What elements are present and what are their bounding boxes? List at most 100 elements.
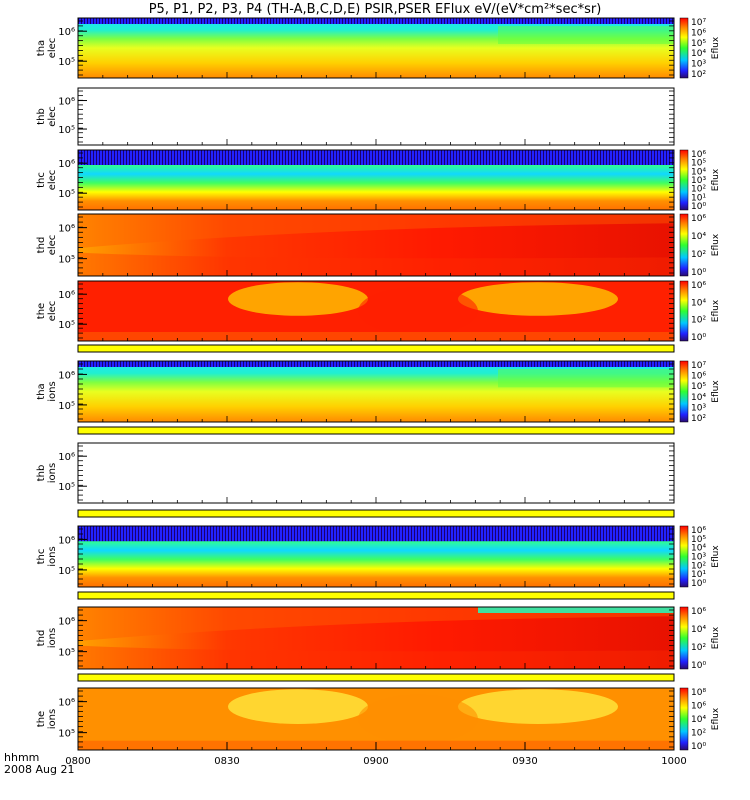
spectrogram-top-band [478, 607, 674, 613]
probe-label: thd [36, 237, 47, 254]
y-tick-label: 10⁵ [58, 566, 75, 577]
status-strip [77, 673, 675, 682]
colorbar-tick-label: 10⁵ [691, 535, 706, 545]
colorbar-tick-label: 10² [691, 316, 706, 326]
colorbar-title: Eflux [711, 380, 721, 403]
colorbar-title: Eflux [711, 36, 721, 59]
probe-label: the [36, 303, 47, 319]
footer-label: hhmm 2008 Aug 21 [4, 752, 74, 776]
spectrogram-fill [78, 607, 674, 669]
colorbar-title: Eflux [711, 626, 721, 649]
spectrogram-arc [458, 282, 618, 316]
colorbar-tick-label: 10⁶ [691, 281, 706, 291]
probe-label: the [36, 711, 47, 727]
colorbar-tick-label: 10³ [691, 176, 706, 186]
y-tick-label: 10⁵ [58, 648, 75, 659]
x-tick-label: 1000 [661, 756, 686, 767]
y-tick-label: 10⁶ [58, 535, 75, 546]
colorbar-tick-label: 10⁵ [691, 39, 706, 49]
x-tick-label: 0830 [214, 756, 239, 767]
noise-band [78, 361, 674, 367]
colorbar-tick-label: 10² [691, 185, 706, 195]
y-tick-label: 10⁵ [58, 125, 75, 136]
y-tick-label: 10⁵ [58, 255, 75, 266]
species-label: elec [47, 106, 58, 127]
colorbar-tha-ions [679, 360, 689, 423]
spectrogram-wedge [78, 214, 674, 249]
spectrogram-highlight [498, 369, 674, 388]
colorbar-tick-label: 10³ [691, 403, 706, 413]
noise-band [78, 150, 674, 165]
y-tick-label: 10⁵ [58, 189, 75, 200]
colorbar-tick-label: 10⁸ [691, 688, 706, 698]
colorbar-tick-label: 10³ [691, 60, 706, 70]
colorbar-title: Eflux [711, 233, 721, 256]
y-tick-label: 10⁵ [58, 729, 75, 740]
colorbar-tick-label: 10⁶ [691, 372, 706, 382]
y-tick-label: 10⁵ [58, 401, 75, 412]
panel-frame [77, 87, 675, 146]
colorbar-tick-label: 10⁶ [691, 150, 706, 160]
y-tick-label: 10⁵ [58, 320, 75, 331]
species-label: elec [47, 235, 58, 256]
x-tick-label: 0800 [65, 756, 90, 767]
species-label: ions [47, 463, 58, 483]
colorbar-the-elec [679, 280, 689, 342]
colorbar-thd-ions [679, 606, 689, 670]
colorbar-tick-label: 10¹ [691, 193, 706, 203]
status-strip [77, 591, 675, 600]
species-label: ions [47, 628, 58, 648]
species-label: elec [47, 38, 58, 59]
colorbar-tick-label: 10⁶ [691, 702, 706, 712]
colorbar-tick-label: 10⁶ [691, 28, 706, 38]
species-label: elec [47, 170, 58, 191]
page-title: P5, P1, P2, P3, P4 (TH-A,B,C,D,E) PSIR,P… [148, 2, 602, 17]
y-tick-label: 10⁶ [58, 290, 75, 301]
colorbar-tick-label: 10⁰ [691, 202, 706, 212]
colorbar-tick-label: 10⁴ [691, 49, 706, 59]
y-tick-label: 10⁶ [58, 698, 75, 709]
spectrogram-arc [458, 689, 618, 724]
y-tick-label: 10⁶ [58, 224, 75, 235]
y-tick-label: 10⁵ [58, 57, 75, 68]
colorbar-tick-label: 10⁰ [691, 742, 706, 752]
colorbar-tick-label: 10³ [691, 553, 706, 563]
colorbar-title: Eflux [711, 707, 721, 730]
y-tick-label: 10⁶ [58, 159, 75, 170]
spectrogram-arc [228, 282, 368, 316]
colorbar-tick-label: 10⁴ [691, 393, 706, 403]
x-tick-label: 0930 [512, 756, 537, 767]
probe-label: tha [36, 383, 47, 399]
footer-date: 2008 Aug 21 [4, 763, 75, 776]
colorbar-title: Eflux [711, 299, 721, 322]
species-label: elec [47, 301, 58, 322]
colorbar-tick-label: 10² [691, 643, 706, 653]
colorbar-tick-label: 10⁴ [691, 167, 706, 177]
colorbar-tick-label: 10⁰ [691, 661, 706, 671]
colorbar-thc-elec [679, 149, 689, 211]
colorbar-tick-label: 10² [691, 414, 706, 424]
status-strip [77, 509, 675, 518]
colorbar-tick-label: 10² [691, 729, 706, 739]
colorbar-tick-label: 10⁰ [691, 579, 706, 589]
colorbar-tick-label: 10⁶ [691, 214, 706, 224]
y-tick-label: 10⁶ [58, 617, 75, 628]
colorbar-tick-label: 10⁷ [691, 18, 706, 28]
species-label: ions [47, 709, 58, 729]
colorbar-tick-label: 10⁴ [691, 625, 706, 635]
spectrogram-arc [358, 287, 478, 335]
colorbar-tick-label: 10⁶ [691, 607, 706, 617]
colorbar-tick-label: 10⁴ [691, 544, 706, 554]
probe-label: thc [36, 172, 47, 188]
panel-thb-elec: 10⁶ 10⁵ thb elec [36, 87, 675, 146]
spectrogram-highlight [498, 26, 674, 44]
colorbar-tha-elec [679, 17, 689, 79]
species-label: ions [47, 381, 58, 401]
spectrogram-fill [78, 214, 674, 276]
colorbar-tick-label: 10⁵ [691, 382, 706, 392]
y-tick-label: 10⁶ [58, 452, 75, 463]
